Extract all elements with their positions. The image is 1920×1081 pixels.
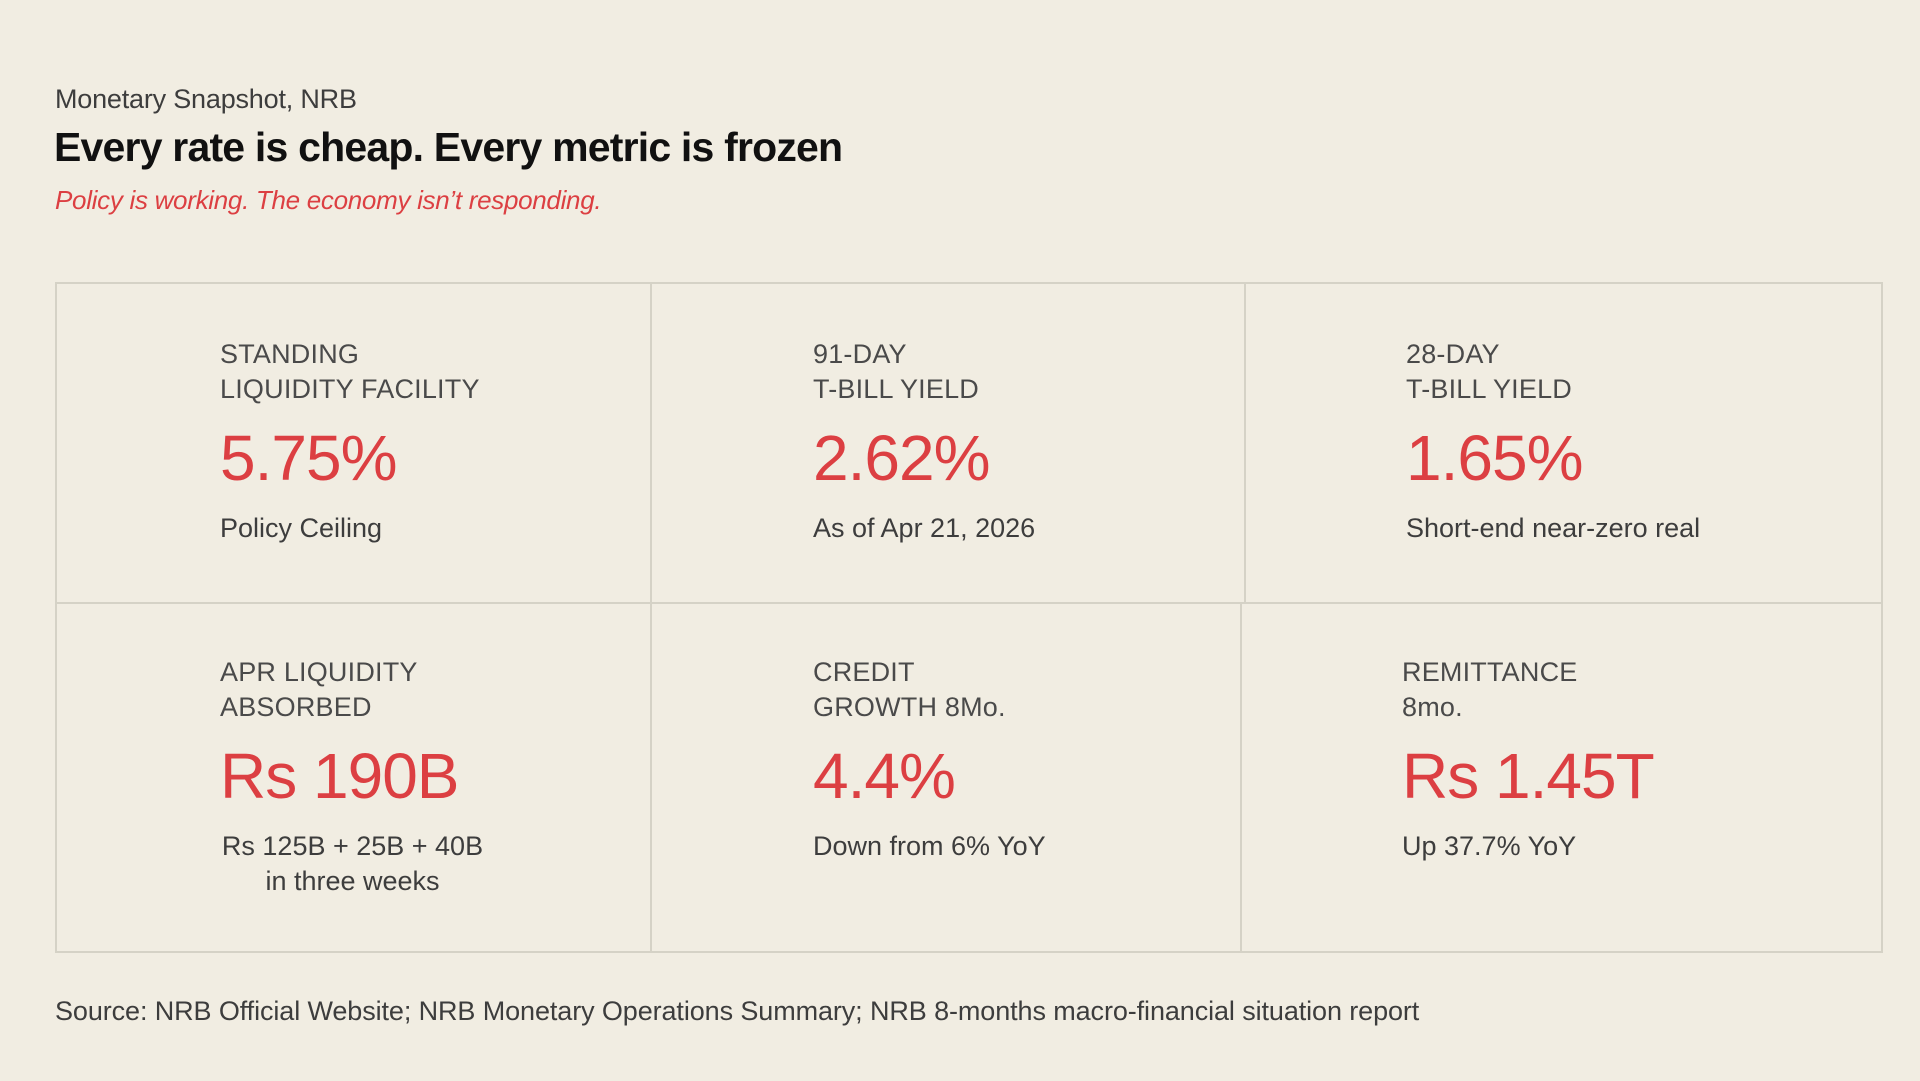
- metric-note-line: Rs 125B + 25B + 40B: [221, 831, 484, 861]
- metric-label: ABSORBED: [220, 692, 372, 722]
- metric-note: As of Apr 21, 2026: [813, 513, 1036, 543]
- metric-label: T-BILL YIELD: [1406, 374, 1572, 404]
- metric-value: Rs 190B: [220, 740, 459, 812]
- source-note: Source: NRB Official Website; NRB Moneta…: [55, 996, 1420, 1026]
- page-title: Every rate is cheap. Every metric is fro…: [54, 124, 843, 170]
- grid-divider: [1244, 284, 1246, 602]
- metric-card-apr-liquidity-absorbed: APR LIQUIDITY ABSORBED Rs 190B Rs 125B +…: [220, 655, 485, 899]
- metric-note: Rs 125B + 25B + 40B in three weeks: [220, 829, 485, 899]
- metric-note: Down from 6% YoY: [813, 831, 1046, 861]
- grid-divider: [1240, 602, 1242, 953]
- metric-value: 5.75%: [220, 422, 397, 494]
- metric-label: LIQUIDITY FACILITY: [220, 374, 480, 404]
- metric-note: Policy Ceiling: [220, 513, 383, 543]
- metric-label: 8mo.: [1402, 692, 1463, 722]
- metric-value: 2.62%: [813, 422, 990, 494]
- metric-label: CREDIT: [813, 657, 915, 687]
- metric-value: 4.4%: [813, 740, 956, 812]
- grid-divider: [650, 284, 652, 602]
- metric-note: Up 37.7% YoY: [1402, 831, 1577, 861]
- grid-divider: [57, 602, 1881, 604]
- metric-card-remittance: REMITTANCE 8mo. Rs 1.45T Up 37.7% YoY: [1402, 655, 1655, 864]
- metric-label: GROWTH 8Mo.: [813, 692, 1006, 722]
- metrics-grid: STANDING LIQUIDITY FACILITY 5.75% Policy…: [55, 282, 1883, 953]
- metric-label: 28-DAY: [1406, 339, 1500, 369]
- metric-card-credit-growth: CREDIT GROWTH 8Mo. 4.4% Down from 6% YoY: [813, 655, 1046, 864]
- metric-label: APR LIQUIDITY: [220, 657, 418, 687]
- metric-card-91-day-tbill-yield: 91-DAY T-BILL YIELD 2.62% As of Apr 21, …: [813, 337, 1035, 546]
- metric-label: 91-DAY: [813, 339, 907, 369]
- subtitle: Policy is working. The economy isn’t res…: [55, 185, 602, 215]
- kicker: Monetary Snapshot, NRB: [55, 84, 357, 114]
- metric-label: T-BILL YIELD: [813, 374, 979, 404]
- metric-label: REMITTANCE: [1402, 657, 1578, 687]
- metric-card-standing-liquidity-facility: STANDING LIQUIDITY FACILITY 5.75% Policy…: [220, 337, 480, 546]
- metric-note-line: in three weeks: [265, 866, 440, 896]
- metric-value: Rs 1.45T: [1402, 740, 1655, 812]
- metric-card-28-day-tbill-yield: 28-DAY T-BILL YIELD 1.65% Short-end near…: [1406, 337, 1700, 546]
- metric-note: Short-end near-zero real: [1406, 513, 1701, 543]
- metric-label: STANDING: [220, 339, 360, 369]
- metric-value: 1.65%: [1406, 422, 1583, 494]
- grid-divider: [650, 602, 652, 953]
